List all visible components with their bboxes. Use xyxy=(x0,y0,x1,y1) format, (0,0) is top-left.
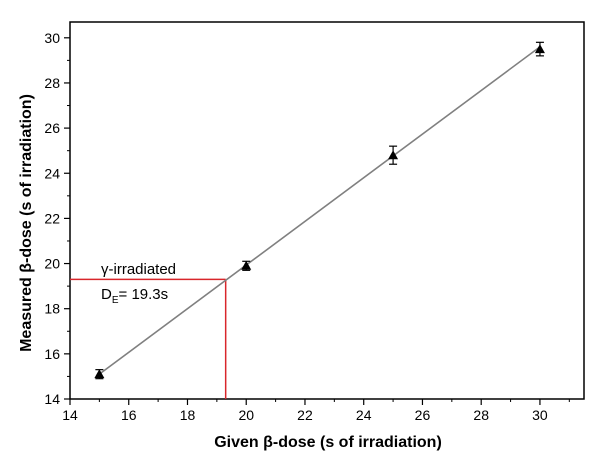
y-tick-label: 16 xyxy=(44,346,60,362)
x-tick-label: 20 xyxy=(238,407,254,423)
y-tick-label: 30 xyxy=(44,30,60,46)
data-point xyxy=(534,44,545,54)
y-tick-label: 28 xyxy=(44,75,60,91)
fit-line-group xyxy=(98,46,541,375)
x-ticks: 14 16 18 20 22 24 26 28 30 xyxy=(62,399,570,423)
x-tick-label: 24 xyxy=(356,407,372,423)
data-point xyxy=(241,260,252,270)
annotation-label: γ-irradiated xyxy=(101,261,176,278)
x-tick-label: 22 xyxy=(297,407,313,423)
y-axis-title: Measured β-dose (s of irradiation) xyxy=(18,94,35,352)
data-point xyxy=(388,150,399,160)
annotation-value: DE= 19.3s xyxy=(101,286,168,306)
y-tick-label: 18 xyxy=(44,301,60,317)
x-tick-label: 26 xyxy=(415,407,431,423)
y-tick-label: 14 xyxy=(44,391,60,407)
x-tick-label: 14 xyxy=(62,407,78,423)
annotation-de-main: D xyxy=(101,286,112,303)
interpolation-lines xyxy=(70,278,227,399)
fit-line xyxy=(98,46,541,375)
x-tick-label: 16 xyxy=(121,407,137,423)
y-tick-label: 26 xyxy=(44,120,60,136)
data-point xyxy=(94,369,105,379)
data-points xyxy=(94,41,545,380)
x-tick-label: 28 xyxy=(473,407,489,423)
y-tick-label: 22 xyxy=(44,210,60,226)
plot-frame xyxy=(69,21,585,400)
x-tick-label: 18 xyxy=(180,407,196,423)
annotation-de-value: = 19.3s xyxy=(119,286,169,303)
annotation-de-sub: E xyxy=(112,295,119,306)
y-tick-label: 24 xyxy=(44,165,60,181)
x-tick-label: 30 xyxy=(532,407,548,423)
y-tick-label: 20 xyxy=(44,256,60,272)
x-axis-title: Given β-dose (s of irradiation) xyxy=(214,434,442,451)
plot-border xyxy=(69,21,585,400)
y-ticks: 14 16 18 20 22 24 26 28 30 xyxy=(44,30,70,407)
